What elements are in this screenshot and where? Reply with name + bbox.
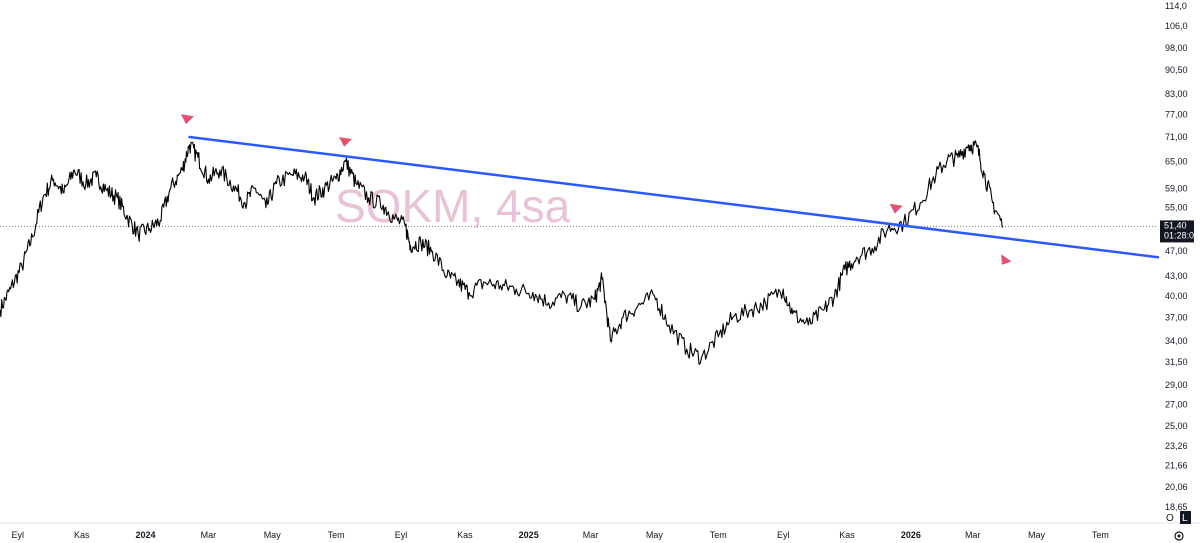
y-tick-label: 65,00 bbox=[1165, 157, 1188, 167]
x-tick-label: Tem bbox=[710, 530, 727, 540]
last-price-countdown: 01:28:02 bbox=[1164, 230, 1199, 240]
x-tick-label: Kas bbox=[457, 530, 473, 540]
y-tick-label: 21,66 bbox=[1165, 461, 1188, 471]
y-tick-label: 77,00 bbox=[1165, 110, 1188, 120]
marker-triangle-4 bbox=[1001, 254, 1012, 265]
auto-scale-button-box[interactable] bbox=[1180, 511, 1191, 524]
x-tick-label: Eyl bbox=[395, 530, 408, 540]
y-tick-label: 34,00 bbox=[1165, 336, 1188, 346]
x-tick-label: Tem bbox=[1092, 530, 1109, 540]
y-tick-label: 18,65 bbox=[1165, 502, 1188, 512]
x-tick-label: May bbox=[264, 530, 282, 540]
last-price-value: 51,40 bbox=[1164, 220, 1187, 230]
y-tick-label: 47,00 bbox=[1165, 246, 1188, 256]
y-tick-label: 98,00 bbox=[1165, 43, 1188, 53]
y-tick-label: 59,00 bbox=[1165, 183, 1188, 193]
marker-triangle-2 bbox=[339, 137, 352, 147]
x-tick-label: May bbox=[1028, 530, 1046, 540]
x-axis[interactable]: Eyl Kas 2024 Mar May Tem Eyl Kas 2025 Mar May Tem Ey… bbox=[12, 530, 1109, 540]
x-tick-label: Mar bbox=[201, 530, 217, 540]
x-tick-label: Eyl bbox=[777, 530, 790, 540]
x-tick-label: 2025 bbox=[519, 530, 539, 540]
x-tick-label: Eyl bbox=[12, 530, 25, 540]
watermark: SOKM, 4sa bbox=[335, 180, 571, 232]
y-tick-label: 43,00 bbox=[1165, 271, 1188, 281]
x-tick-label: Kas bbox=[74, 530, 90, 540]
y-tick-label: 37,00 bbox=[1165, 312, 1188, 322]
resistance-trendline[interactable] bbox=[188, 135, 1160, 259]
trendline-layer[interactable] bbox=[188, 135, 1160, 259]
y-tick-label: 83,00 bbox=[1165, 89, 1188, 99]
x-tick-label: Mar bbox=[965, 530, 981, 540]
x-tick-label: 2024 bbox=[135, 530, 155, 540]
y-tick-label: 40,00 bbox=[1165, 291, 1188, 301]
y-tick-label: 55,00 bbox=[1165, 203, 1188, 213]
last-price-box bbox=[1160, 220, 1194, 243]
marker-triangle-1 bbox=[180, 114, 194, 125]
x-tick-label: Kas bbox=[839, 530, 855, 540]
last-price-label: 51,40 01:28:02 bbox=[1160, 220, 1199, 243]
x-tick-label: May bbox=[646, 530, 664, 540]
y-tick-label: 25,00 bbox=[1165, 421, 1188, 431]
marker-triangle-3 bbox=[889, 203, 903, 214]
settings-gear-icon[interactable] bbox=[1174, 531, 1184, 541]
y-tick-label: 106,0 bbox=[1165, 21, 1188, 31]
price-line bbox=[0, 140, 1004, 365]
x-tick-label: Tem bbox=[328, 530, 345, 540]
log-scale-button[interactable]: O bbox=[1166, 513, 1174, 524]
x-tick-label: 2026 bbox=[901, 530, 921, 540]
y-tick-label: 29,00 bbox=[1165, 380, 1188, 390]
y-tick-label: 90,50 bbox=[1165, 65, 1188, 75]
scale-mode-buttons[interactable]: O L bbox=[1166, 511, 1191, 541]
price-series-layer bbox=[0, 140, 1004, 365]
y-axis[interactable]: 114,0 106,0 98,00 90,50 83,00 77,00 71,00 65,00… bbox=[1165, 1, 1188, 512]
y-tick-label: 23,26 bbox=[1165, 441, 1188, 451]
auto-scale-button[interactable]: L bbox=[1182, 513, 1188, 524]
y-tick-label: 114,0 bbox=[1165, 1, 1187, 11]
y-tick-label: 71,00 bbox=[1165, 132, 1188, 142]
annotation-layer bbox=[180, 114, 1012, 265]
x-tick-label: Mar bbox=[583, 530, 599, 540]
y-tick-label: 31,50 bbox=[1165, 357, 1188, 367]
y-tick-label: 20,06 bbox=[1165, 482, 1188, 492]
y-tick-label: 27,00 bbox=[1165, 400, 1188, 410]
